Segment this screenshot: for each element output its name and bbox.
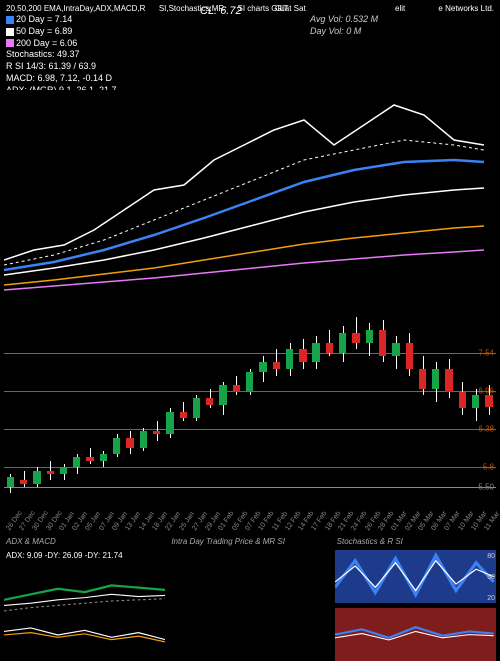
intraday-body <box>169 550 330 661</box>
title-r2: elit <box>395 4 405 14</box>
rsi-svg <box>335 608 496 661</box>
title-r3: e Networks Ltd. <box>438 4 494 14</box>
intraday-panel: Intra Day Trading Price & MR SI <box>169 536 330 661</box>
candle <box>86 457 93 460</box>
stoch-rsi-panel: Stochastics & R SI 805020 <box>335 536 496 661</box>
ema-chart-svg <box>4 90 496 300</box>
avgvol-label: Avg Vol: <box>310 14 343 24</box>
adx-readout: ADX: 9.09 -DY: 26.09 -DY: 21.74 <box>4 550 165 561</box>
candle <box>60 467 67 474</box>
candle <box>33 471 40 484</box>
candle <box>20 480 27 483</box>
candle <box>472 395 479 408</box>
panel1-title: ADX & MACD <box>4 536 165 547</box>
title-line: 20,50,200 EMA,IntraDay,ADX,MACD,R SI,Sto… <box>6 4 494 14</box>
candle <box>299 349 306 362</box>
dayvol-value: 0 M <box>346 26 361 36</box>
candle <box>166 412 173 435</box>
panel3-title: Stochastics & R SI <box>335 536 496 547</box>
candle <box>153 431 160 434</box>
candle <box>352 333 359 343</box>
candle <box>406 343 413 369</box>
candle <box>219 385 226 405</box>
date-axis: 26 Dec27 Dec30 Dec30 Dec01 Jan02 Jan05 J… <box>4 502 496 532</box>
stochastics-sub: 805020 <box>335 550 496 603</box>
adx-svg <box>4 561 165 622</box>
avgvol-value: 0.532 M <box>346 14 379 24</box>
candlestick-chart: 7.546.966.385.85.50 <box>4 310 496 500</box>
candle <box>432 369 439 389</box>
candle <box>366 330 373 343</box>
title-r1: Gilat Sat <box>275 4 306 14</box>
candle <box>206 398 213 405</box>
candle <box>140 431 147 447</box>
candle <box>326 343 333 353</box>
candle <box>419 369 426 389</box>
cl-value: 6.72 <box>220 5 241 17</box>
candle <box>339 333 346 353</box>
title-prefix: 20,50,200 EMA,IntraDay,ADX,MACD,R <box>6 4 145 13</box>
candle <box>180 412 187 419</box>
stoch-svg <box>335 550 496 603</box>
candle <box>47 471 54 474</box>
candle <box>312 343 319 363</box>
panel2-title: Intra Day Trading Price & MR SI <box>169 536 330 547</box>
candle <box>7 477 14 487</box>
candle <box>379 330 386 356</box>
dayvol-label: Day Vol: <box>310 26 344 36</box>
candle <box>233 385 240 392</box>
adx-macd-panel: ADX & MACD ADX: 9.09 -DY: 26.09 -DY: 21.… <box>4 536 165 661</box>
candle <box>445 369 452 392</box>
candle <box>459 392 466 408</box>
candle <box>273 362 280 369</box>
indicator-row: ADX & MACD ADX: 9.09 -DY: 26.09 -DY: 21.… <box>4 536 496 661</box>
candle <box>392 343 399 356</box>
macd-svg <box>4 614 165 661</box>
candle <box>113 438 120 454</box>
candle <box>73 457 80 467</box>
candle <box>286 349 293 369</box>
chart-header: 20,50,200 EMA,IntraDay,ADX,MACD,R SI,Sto… <box>0 0 500 90</box>
cl-label: CL: <box>200 5 217 17</box>
candle <box>485 395 492 407</box>
rsi-sub <box>335 608 496 661</box>
candle <box>246 372 253 392</box>
candle <box>100 454 107 461</box>
candle <box>259 362 266 372</box>
candle <box>193 398 200 418</box>
ema-chart <box>4 90 496 300</box>
candle <box>126 438 133 448</box>
